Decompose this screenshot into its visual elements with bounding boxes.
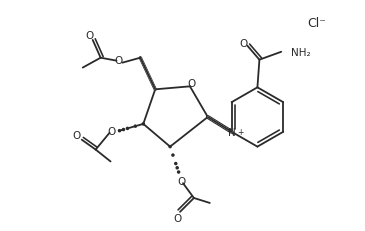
Text: O: O xyxy=(73,130,81,140)
Text: O: O xyxy=(85,31,94,41)
Text: O: O xyxy=(173,213,181,223)
Text: O: O xyxy=(177,176,185,186)
Text: NH₂: NH₂ xyxy=(291,48,311,58)
Text: N: N xyxy=(228,127,235,137)
Text: O: O xyxy=(188,79,196,89)
Text: Cl⁻: Cl⁻ xyxy=(308,17,326,30)
Text: O: O xyxy=(107,126,116,136)
Text: +: + xyxy=(238,127,244,136)
Text: O: O xyxy=(114,55,123,65)
Text: O: O xyxy=(239,39,248,49)
